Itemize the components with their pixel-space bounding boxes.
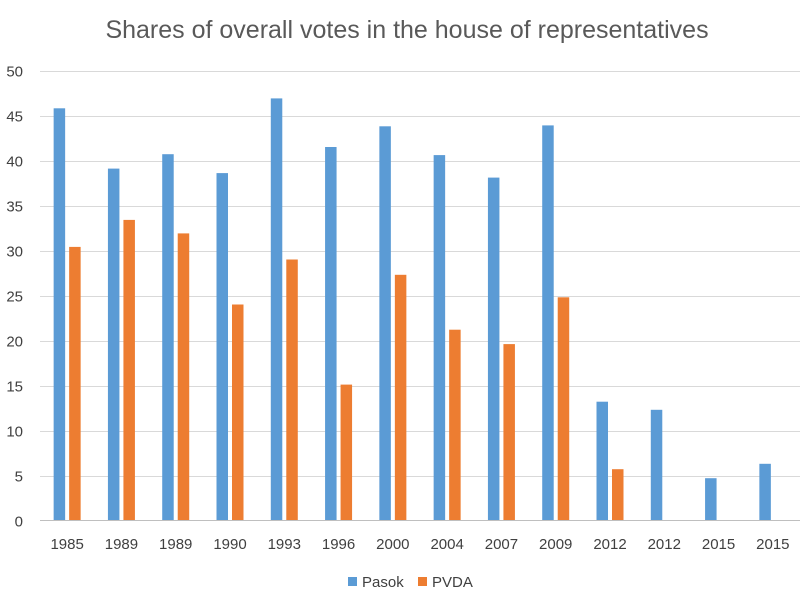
- bar-pasok-2012: [596, 401, 608, 521]
- bar-pasok-2009: [542, 125, 554, 521]
- x-axis-ticks: 1985 1989 1989 1990 1993 1996 2000 2004 2007 2009…: [50, 536, 789, 553]
- y-tick-label: 50: [6, 64, 23, 81]
- legend-swatch-pasok: [348, 577, 357, 586]
- bar-pasok-2015: [759, 463, 771, 521]
- gridlines: [40, 71, 800, 477]
- y-tick-label: 25: [6, 289, 23, 306]
- bar-pvda-2004: [449, 329, 461, 521]
- bar-pasok-2004: [433, 155, 446, 521]
- y-tick-label: 10: [6, 424, 23, 441]
- x-tick-label: 2012: [648, 536, 681, 553]
- x-tick-label: 1989: [105, 536, 138, 553]
- bar-pvda-2007: [503, 344, 515, 521]
- x-tick-label: 1989: [159, 536, 192, 553]
- x-tick-label: 2007: [485, 536, 518, 553]
- y-tick-label: 5: [15, 469, 23, 486]
- bar-pasok-2007: [487, 177, 500, 521]
- x-tick-label: 2004: [430, 536, 463, 553]
- y-tick-label: 0: [15, 514, 23, 531]
- bar-pasok-1989: [162, 154, 174, 521]
- legend: Pasok PVDA: [348, 574, 473, 591]
- bar-pvda-1993: [286, 259, 298, 521]
- bar-pasok-1996: [325, 147, 337, 521]
- chart-title: Shares of overall votes in the house of …: [105, 16, 708, 44]
- y-tick-label: 45: [6, 109, 23, 126]
- y-tick-label: 35: [6, 199, 23, 216]
- bar-pvda-1990: [232, 304, 244, 521]
- y-axis-ticks: 0 5 10 15 20 25 30 35 40 45 50: [6, 64, 23, 531]
- x-tick-label: 2012: [593, 536, 626, 553]
- x-tick-label: 1996: [322, 536, 355, 553]
- legend-label-pvda: PVDA: [432, 574, 473, 591]
- bar-pasok-1989: [107, 168, 120, 521]
- x-tick-label: 1985: [50, 536, 83, 553]
- bar-pasok-2012: [650, 409, 663, 521]
- bar-pvda-1996: [340, 384, 353, 521]
- bar-pvda-1985: [69, 246, 81, 521]
- bar-pvda-2009: [557, 297, 570, 521]
- bar-pasok-2015: [705, 478, 717, 521]
- legend-label-pasok: Pasok: [362, 574, 404, 591]
- y-tick-label: 30: [6, 244, 23, 261]
- x-tick-label: 2009: [539, 536, 572, 553]
- bar-pvda-2000: [394, 274, 407, 521]
- bar-pasok-2000: [379, 126, 391, 521]
- y-tick-label: 15: [6, 379, 23, 396]
- bar-pasok-1990: [216, 173, 228, 521]
- bar-pvda-2012: [612, 469, 624, 521]
- y-tick-label: 20: [6, 334, 23, 351]
- bar-pvda-1989: [123, 219, 135, 521]
- y-tick-label: 40: [6, 154, 23, 171]
- legend-swatch-pvda: [418, 577, 427, 586]
- bars: [53, 98, 771, 521]
- x-tick-label: 1990: [213, 536, 246, 553]
- x-tick-label: 2000: [376, 536, 409, 553]
- x-tick-label: 1993: [268, 536, 301, 553]
- x-tick-label: 2015: [756, 536, 789, 553]
- x-tick-label: 2015: [702, 536, 735, 553]
- bar-pasok-1993: [270, 98, 283, 521]
- bar-pvda-1989: [177, 233, 190, 521]
- bar-pasok-1985: [53, 108, 66, 521]
